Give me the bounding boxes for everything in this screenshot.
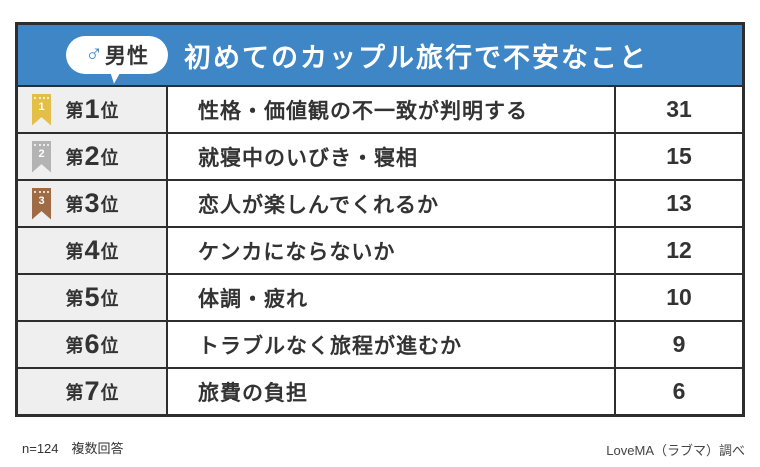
table-row: 1 第 1 位 性格・価値観の不一致が判明する 31	[18, 85, 742, 132]
rank-cell: 第 6 位	[18, 322, 168, 367]
rank-prefix: 第	[65, 382, 84, 403]
sample-size-note: n=124 複数回答	[22, 441, 124, 456]
rank-cell: 3 第 3 位	[18, 181, 168, 226]
rank-prefix: 第	[65, 147, 84, 168]
rank-cell: 2 第 2 位	[18, 134, 168, 179]
table-row: 2 第 2 位 就寝中のいびき・寝相 15	[18, 132, 742, 179]
rank-unit: 位	[100, 335, 119, 356]
item-cell: トラブルなく旅程が進むか	[168, 322, 616, 367]
value-cell: 6	[616, 369, 742, 414]
rank-number: 4	[84, 235, 100, 265]
value-cell: 31	[616, 87, 742, 132]
rank-number: 5	[84, 282, 100, 312]
item-cell: 恋人が楽しんでくれるか	[168, 181, 616, 226]
medal-ribbon-icon: 1	[32, 93, 51, 126]
value-cell: 13	[616, 181, 742, 226]
source-credit: LoveMA（ラブマ）調べ	[606, 443, 745, 458]
value-cell: 15	[616, 134, 742, 179]
male-symbol-icon: ♂	[85, 40, 103, 67]
ranking-board: ♂ 男性 初めてのカップル旅行で不安なこと 1 第 1 位 性格・価値観の不一致…	[15, 22, 745, 417]
rank-unit: 位	[100, 241, 119, 262]
rank-unit: 位	[100, 382, 119, 403]
rank-prefix: 第	[65, 100, 84, 121]
rank-number: 3	[84, 188, 100, 218]
ranking-rows: 1 第 1 位 性格・価値観の不一致が判明する 31 2 第 2 位 就寝中のい…	[18, 85, 742, 414]
medal-number: 3	[38, 194, 45, 207]
rank-prefix: 第	[65, 288, 84, 309]
table-row: 第 5 位 体調・疲れ 10	[18, 273, 742, 320]
item-cell: 就寝中のいびき・寝相	[168, 134, 616, 179]
item-cell: ケンカにならないか	[168, 228, 616, 273]
board-header: ♂ 男性 初めてのカップル旅行で不安なこと	[18, 25, 742, 85]
item-cell: 旅費の負担	[168, 369, 616, 414]
board-title: 初めてのカップル旅行で不安なこと	[184, 42, 648, 73]
rank-prefix: 第	[65, 194, 84, 215]
value-cell: 10	[616, 275, 742, 320]
table-row: 第 7 位 旅費の負担 6	[18, 367, 742, 414]
gender-badge: ♂ 男性	[66, 36, 168, 74]
medal-ribbon-icon: 2	[32, 140, 51, 173]
medal-number: 1	[38, 100, 45, 113]
item-cell: 体調・疲れ	[168, 275, 616, 320]
rank-unit: 位	[100, 194, 119, 215]
rank-cell: 第 4 位	[18, 228, 168, 273]
rank-number: 7	[84, 376, 100, 406]
medal-number: 2	[38, 147, 45, 160]
medal-ribbon-icon: 3	[32, 187, 51, 220]
rank-number: 2	[84, 141, 100, 171]
value-cell: 9	[616, 322, 742, 367]
rank-prefix: 第	[65, 335, 84, 356]
table-row: 第 6 位 トラブルなく旅程が進むか 9	[18, 320, 742, 367]
rank-cell: 1 第 1 位	[18, 87, 168, 132]
rank-unit: 位	[100, 288, 119, 309]
table-row: 第 4 位 ケンカにならないか 12	[18, 226, 742, 273]
rank-number: 1	[84, 94, 100, 124]
rank-number: 6	[84, 329, 100, 359]
rank-cell: 第 5 位	[18, 275, 168, 320]
rank-cell: 第 7 位	[18, 369, 168, 414]
gender-badge-label: 男性	[105, 45, 149, 68]
rank-prefix: 第	[65, 241, 84, 262]
rank-unit: 位	[100, 100, 119, 121]
item-cell: 性格・価値観の不一致が判明する	[168, 87, 616, 132]
value-cell: 12	[616, 228, 742, 273]
rank-unit: 位	[100, 147, 119, 168]
table-row: 3 第 3 位 恋人が楽しんでくれるか 13	[18, 179, 742, 226]
